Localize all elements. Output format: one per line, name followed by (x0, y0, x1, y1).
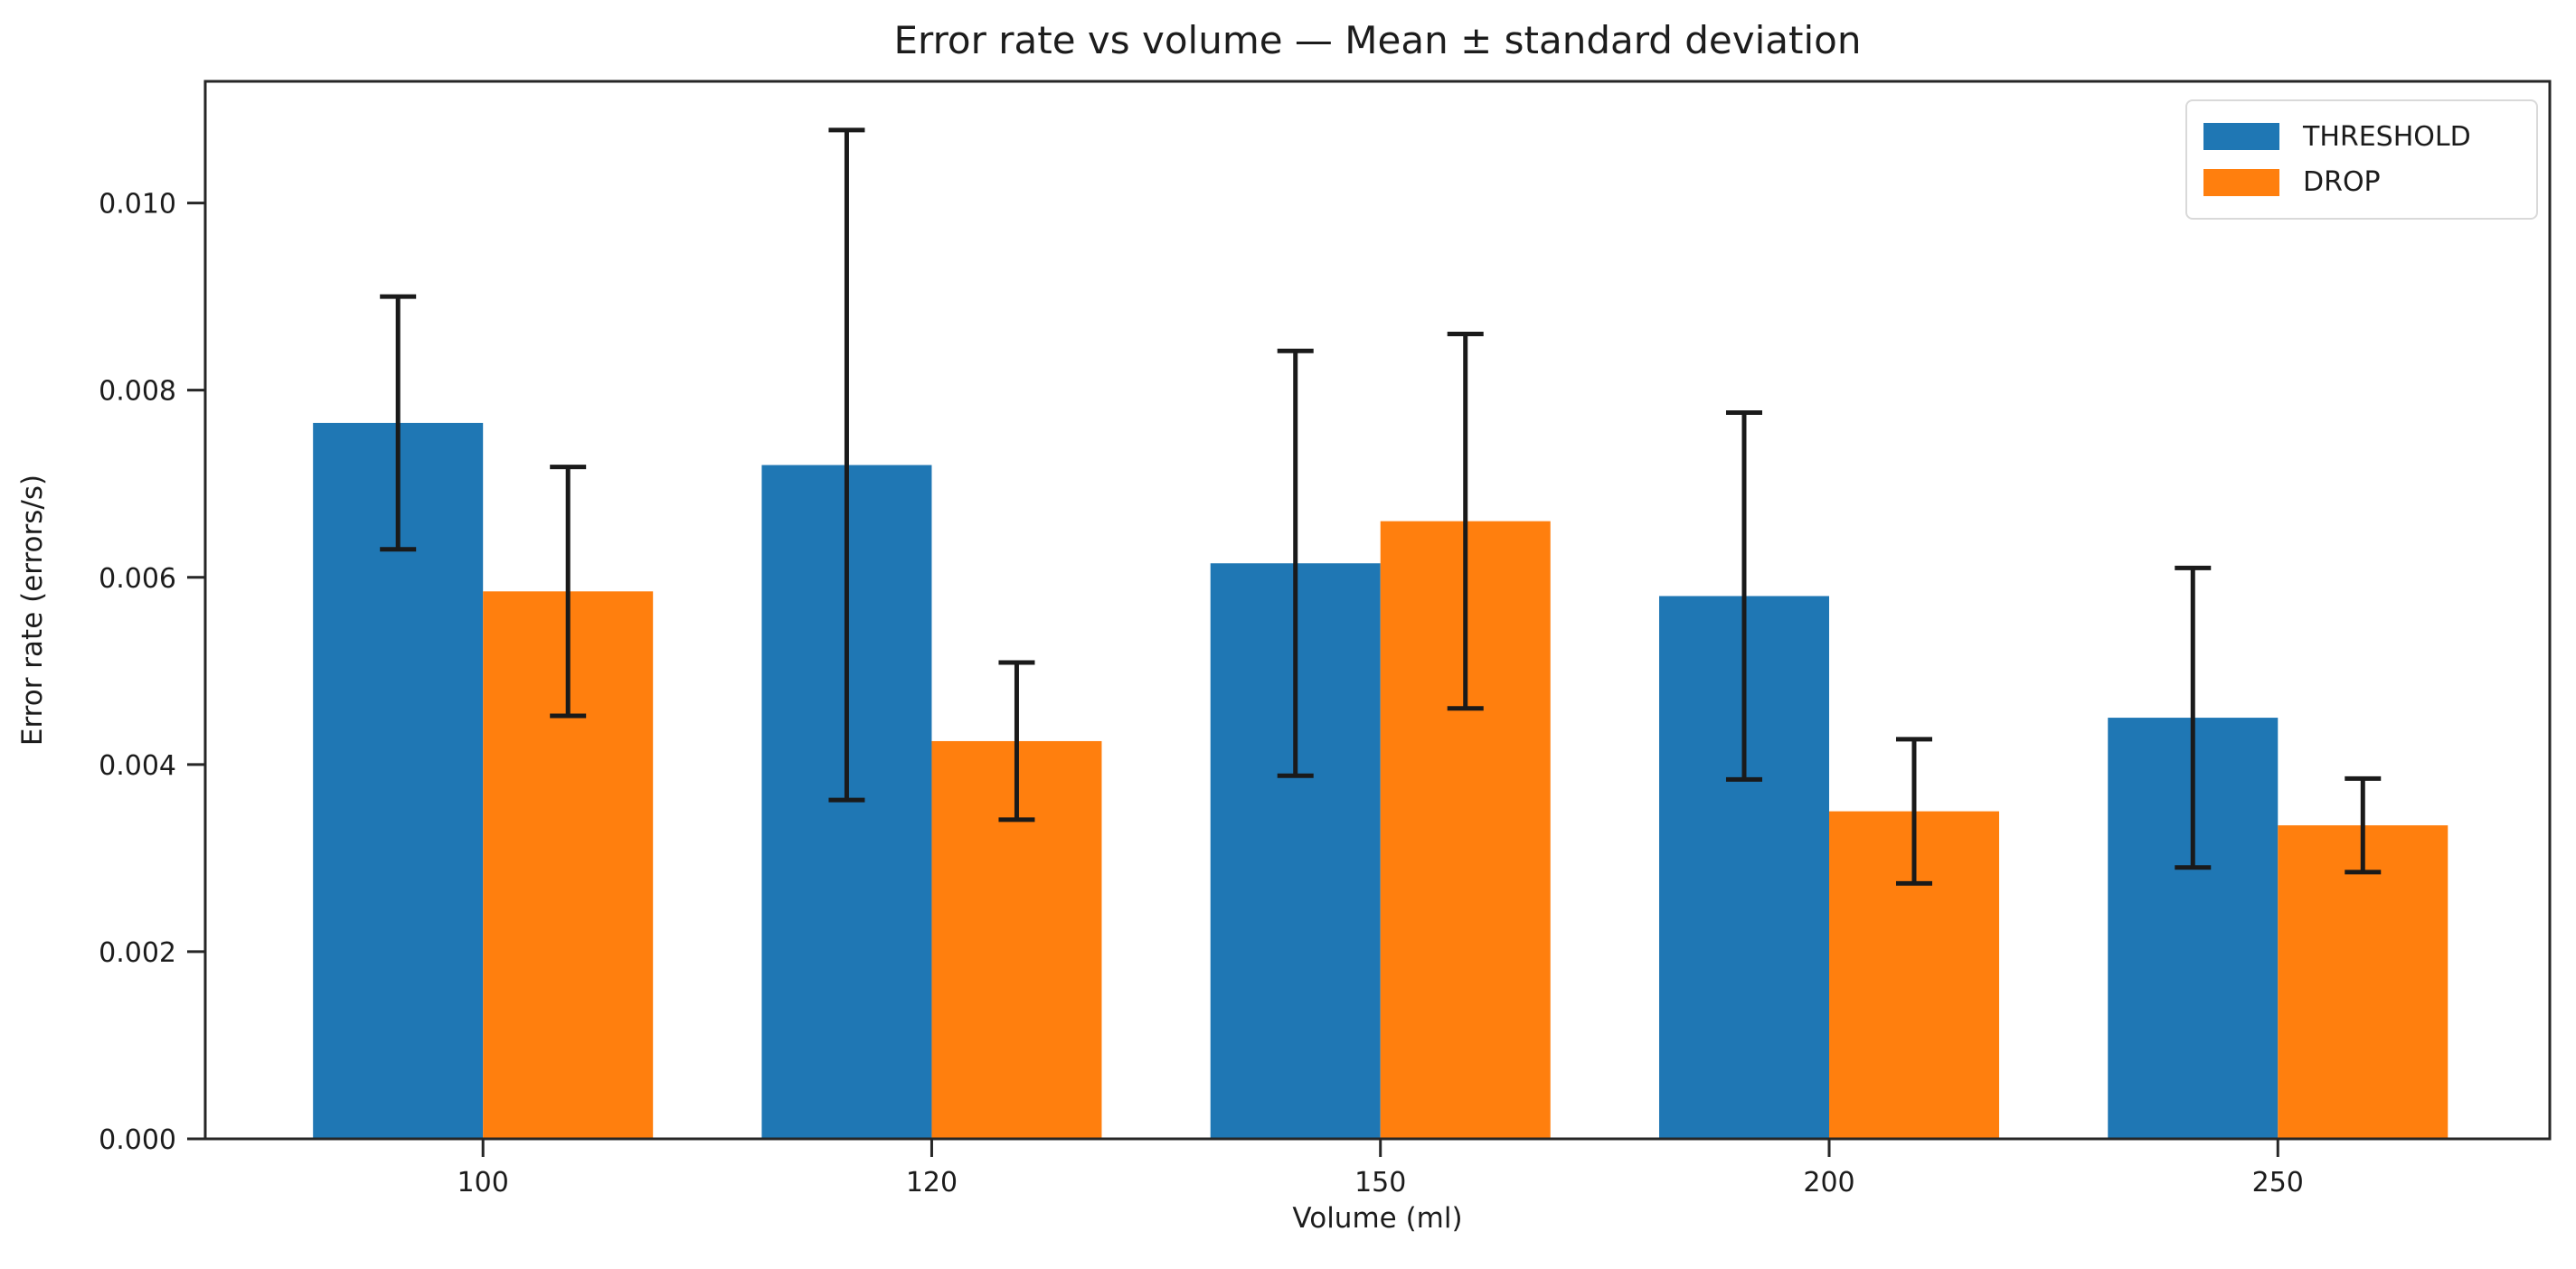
x-tick-label: 120 (906, 1167, 958, 1198)
y-tick-label: 0.006 (99, 563, 176, 595)
x-tick-label: 100 (458, 1167, 509, 1198)
x-axis-label: Volume (ml) (1292, 1202, 1463, 1235)
legend: THRESHOLD DROP (2185, 99, 2538, 220)
y-tick-label: 0.008 (99, 376, 176, 408)
legend-entry-drop: DROP (2203, 166, 2520, 198)
legend-label-drop: DROP (2303, 166, 2381, 199)
y-tick-label: 0.002 (99, 937, 176, 969)
y-tick-label: 0.004 (99, 750, 176, 782)
axes-spines (203, 80, 2552, 1141)
legend-swatch-drop (2203, 168, 2279, 196)
y-tick-label: 0.000 (99, 1124, 176, 1156)
y-tick-label: 0.010 (99, 189, 176, 221)
legend-label-threshold: THRESHOLD (2303, 120, 2471, 153)
bar-drop-250 (2278, 825, 2449, 1139)
x-tick-label: 200 (1803, 1167, 1854, 1198)
legend-entry-threshold: THRESHOLD (2203, 121, 2520, 153)
x-tick-label: 150 (1354, 1167, 1406, 1198)
x-tick-label: 250 (2252, 1167, 2304, 1198)
legend-swatch-threshold (2203, 123, 2279, 151)
chart-title: Error rate vs volume — Mean ± standard d… (893, 18, 1862, 62)
